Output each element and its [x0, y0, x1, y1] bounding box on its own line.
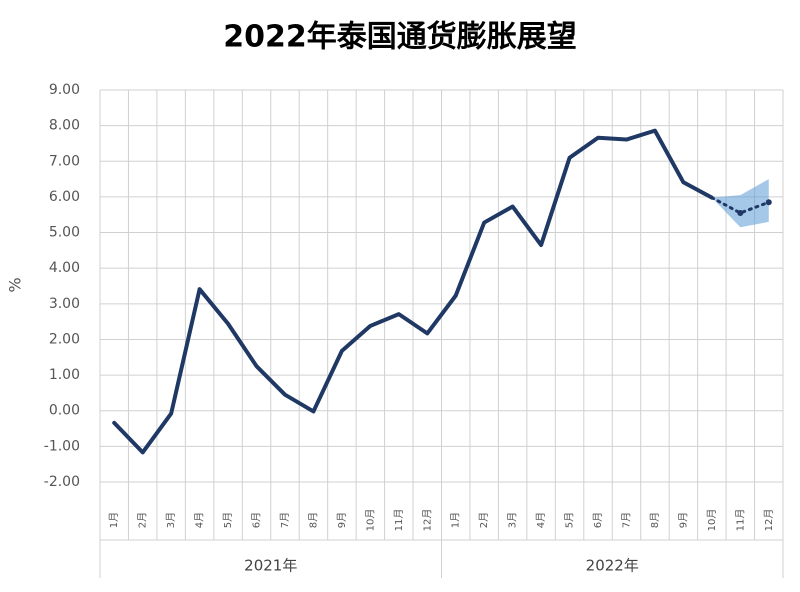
x-tick-label: 4月: [535, 512, 547, 528]
y-tick-label: 0.00: [49, 403, 80, 419]
x-tick-label: 1月: [108, 512, 120, 528]
x-tick-label: 4月: [194, 512, 206, 528]
y-tick-label: 2.00: [49, 331, 80, 347]
y-tick-label: 6.00: [49, 189, 80, 205]
forecast-band: [711, 179, 769, 228]
x-tick-label: 1月: [450, 512, 462, 528]
x-tick-label: 3月: [507, 512, 519, 528]
x-tick-label: 9月: [677, 512, 689, 528]
y-tick-label: 9.00: [49, 82, 80, 98]
y-tick-label: 1.00: [49, 367, 80, 383]
x-tick-label: 9月: [336, 512, 348, 528]
x-tick-label: 11月: [393, 509, 405, 532]
x-tick-label: 10月: [706, 509, 718, 532]
y-tick-label: 3.00: [49, 296, 80, 312]
x-tick-label: 2月: [137, 512, 149, 528]
y-tick-label: 4.00: [49, 260, 80, 276]
x-tick-label: 5月: [564, 512, 576, 528]
y-tick-label: 7.00: [49, 153, 80, 169]
x-tick-label: 7月: [279, 512, 291, 528]
x-tick-label: 8月: [649, 512, 661, 528]
forecast-point: [737, 209, 744, 216]
group-label: 2022年: [586, 557, 639, 575]
x-tick-label: 6月: [251, 512, 263, 528]
y-tick-label: -2.00: [44, 474, 80, 490]
y-tick-label: 8.00: [49, 118, 80, 134]
y-axis-title: %: [6, 277, 25, 292]
y-tick-label: -1.00: [44, 438, 80, 454]
x-tick-label: 6月: [592, 512, 604, 528]
x-tick-label: 8月: [307, 512, 319, 528]
x-tick-label: 7月: [620, 512, 632, 528]
series-line: [112, 128, 714, 455]
x-tick-label: 5月: [222, 512, 234, 528]
x-tick-label: 12月: [763, 509, 775, 532]
x-tick-label: 12月: [421, 509, 433, 532]
x-tick-label: 2月: [478, 512, 490, 528]
forecast-point: [765, 199, 772, 206]
y-tick-label: 5.00: [49, 225, 80, 241]
chart-title: 2022年泰国通货膨胀展望: [223, 20, 577, 55]
x-tick-label: 3月: [165, 512, 177, 528]
x-tick-label: 11月: [734, 509, 746, 532]
x-tick-label: 10月: [364, 509, 376, 532]
group-label: 2021年: [244, 557, 297, 575]
